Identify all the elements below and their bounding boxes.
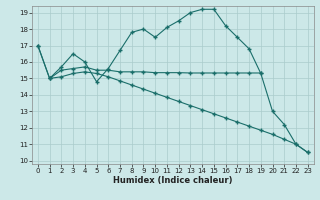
X-axis label: Humidex (Indice chaleur): Humidex (Indice chaleur) — [113, 176, 233, 185]
